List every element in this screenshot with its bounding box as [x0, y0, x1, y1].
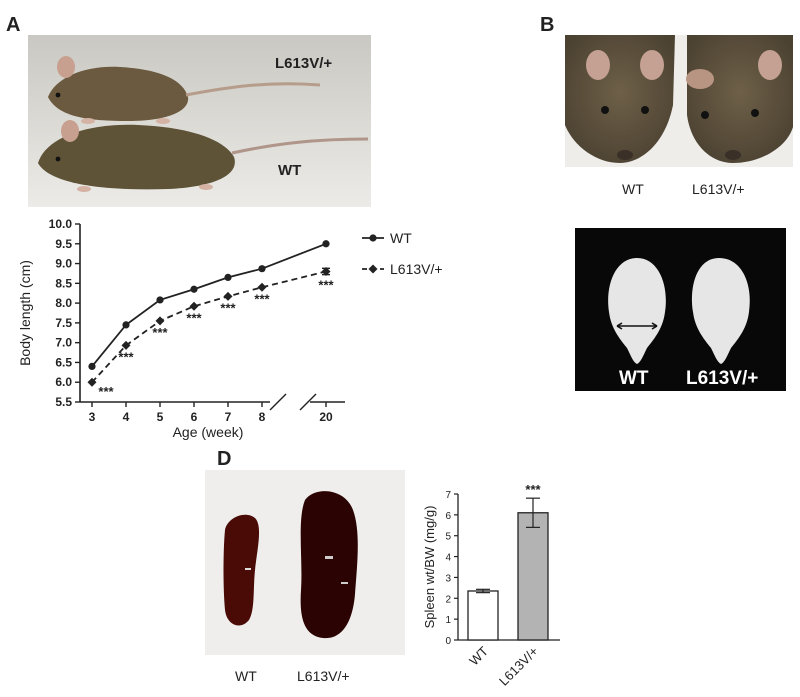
legend-marker-wt	[369, 234, 377, 242]
x-tick-label: WT	[466, 643, 491, 668]
spleen-illustration	[205, 470, 405, 655]
skull-ct-image: WT L613V/+	[575, 228, 786, 391]
y-tick-label: 6	[445, 511, 451, 522]
data-point-mutant	[189, 301, 199, 311]
data-point-mutant	[257, 282, 267, 292]
photo-label-wt: WT	[278, 162, 302, 179]
spleen-weight-chart: 0 1 2 3 4 5 6 7 Spleen wt/BW (mg/g) WT *** L613V/+	[422, 482, 560, 689]
significance-marker: ***	[318, 277, 334, 292]
spleen-label-wt: WT	[235, 668, 257, 684]
panel-letter-b: B	[540, 14, 555, 36]
x-tick-label: 7	[225, 410, 232, 424]
y-tick-label: 3	[445, 573, 451, 584]
significance-marker: ***	[525, 482, 541, 497]
legend-label-mutant: L613V/+	[390, 261, 443, 277]
x-tick-label: 20	[319, 410, 333, 424]
axis-break-mark	[269, 393, 287, 411]
y-tick-label: 4	[445, 553, 451, 564]
x-tick-label: 8	[259, 410, 266, 424]
panel-letter-d: D	[217, 448, 232, 470]
data-point-mutant	[121, 340, 131, 350]
skull-label-mutant: L613V/+	[686, 368, 759, 389]
mice-faces-illustration	[565, 35, 793, 167]
legend-marker-mutant	[368, 264, 378, 274]
significance-marker: ***	[254, 291, 270, 306]
y-tick-label: 7.5	[55, 316, 72, 330]
face-label-mutant: L613V/+	[692, 181, 745, 197]
x-tick-label: L613V/+	[496, 644, 541, 689]
y-tick-label: 8.0	[55, 296, 72, 310]
x-tick-label: 3	[89, 410, 96, 424]
spleen-label-mutant: L613V/+	[297, 668, 350, 684]
y-tick-label: 9.0	[55, 257, 72, 271]
significance-marker: ***	[220, 300, 236, 315]
y-tick-label: 5	[445, 532, 451, 543]
y-tick-label: 2	[445, 594, 451, 605]
y-tick-label: 7.0	[55, 336, 72, 350]
y-tick-label: 10.0	[49, 217, 73, 231]
y-tick-label: 8.5	[55, 276, 72, 290]
x-tick-label: 5	[157, 410, 164, 424]
significance-marker: ***	[152, 325, 168, 340]
mice-photo: L613V/+ WT	[28, 35, 371, 207]
significance-marker: ***	[98, 384, 114, 399]
panel-letter-a: A	[6, 14, 21, 36]
bar-mutant	[517, 512, 549, 641]
photo-label-mutant: L613V/+	[275, 55, 333, 72]
x-tick-label: 6	[191, 410, 198, 424]
data-point-mutant	[223, 291, 233, 301]
spleen-photo	[205, 470, 405, 655]
mice-faces-photo	[565, 35, 793, 167]
data-point-wt	[88, 362, 96, 370]
data-point-wt	[190, 285, 198, 293]
body-length-chart: 5.5 6.0 6.5 7.0 7.5 8.0 8.5 9.0 9.5 10.0 3 4 5 6 7 8 20 A…	[17, 217, 443, 440]
data-point-mutant	[155, 316, 165, 326]
data-point-wt	[258, 265, 266, 273]
y-axis-title: Body length (cm)	[17, 260, 33, 366]
significance-marker: ***	[186, 310, 202, 325]
data-point-wt	[224, 273, 232, 281]
mice-illustration	[28, 35, 371, 207]
y-tick-label: 1	[445, 615, 451, 626]
y-tick-label: 5.5	[55, 395, 72, 409]
legend-label-wt: WT	[390, 230, 412, 246]
face-label-wt: WT	[622, 181, 644, 197]
data-point-mutant	[87, 377, 97, 387]
axis-break-mark	[299, 393, 317, 411]
bar-wt	[467, 590, 499, 641]
x-axis-title: Age (week)	[173, 424, 244, 440]
y-tick-label: 0	[445, 636, 451, 647]
data-point-wt	[122, 321, 130, 329]
data-point-wt	[156, 296, 164, 304]
y-axis-title: Spleen wt/BW (mg/g)	[422, 506, 437, 629]
y-tick-label: 6.0	[55, 375, 72, 389]
significance-marker: ***	[118, 349, 134, 364]
skull-label-wt: WT	[619, 368, 649, 389]
data-point-wt	[322, 240, 330, 248]
skull-illustration	[575, 228, 786, 391]
x-tick-label: 4	[123, 410, 130, 424]
y-tick-label: 7	[445, 490, 451, 501]
y-tick-label: 6.5	[55, 355, 72, 369]
y-tick-label: 9.5	[55, 237, 72, 251]
